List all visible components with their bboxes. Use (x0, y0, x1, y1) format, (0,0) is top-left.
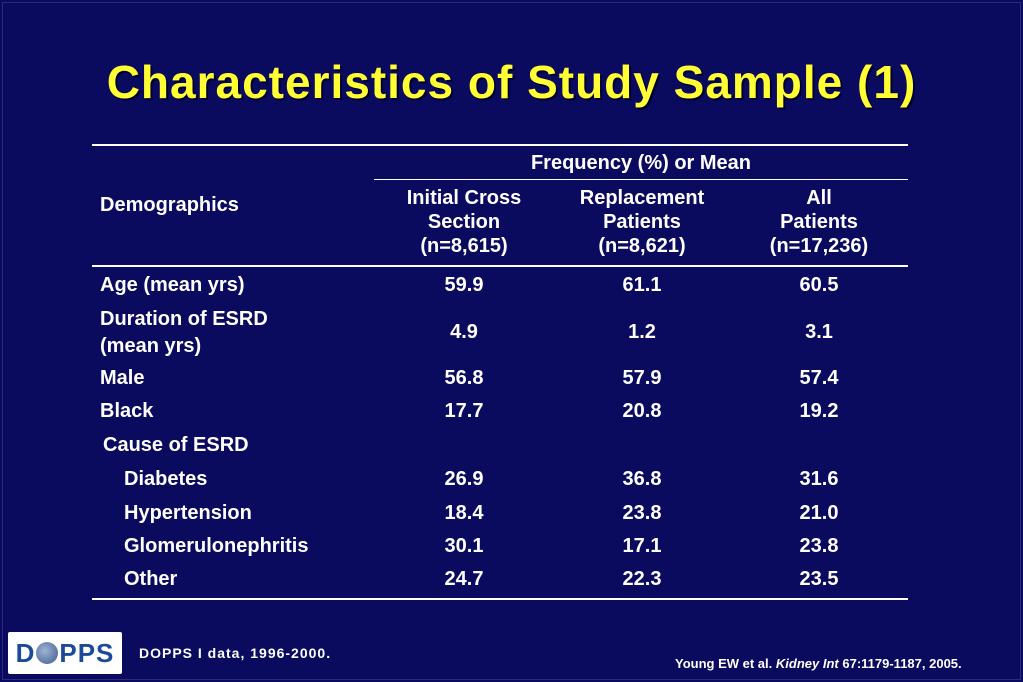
column-header-line: (n=17,236) (769, 235, 869, 257)
data-source-note: DOPPS I data, 1996-2000. (139, 645, 332, 661)
row-label-glomerulonephritis: Glomerulonephritis (124, 535, 309, 557)
row-label-other: Other (124, 568, 178, 590)
table-cell: 18.4 (444, 502, 484, 524)
group-header: Frequency (%) or Mean (530, 152, 752, 174)
row-label-age: Age (mean yrs) (100, 274, 245, 296)
citation-journal: Kidney Int (775, 656, 839, 671)
table-cell: 60.5 (799, 274, 839, 296)
logo-text-left: D (15, 637, 36, 668)
table-cell: 24.7 (444, 568, 484, 590)
column-header-line: Section (427, 211, 501, 233)
table-cell: 23.8 (799, 535, 839, 557)
header-bottom-rule (92, 265, 908, 267)
logo-text-right: PPS (59, 637, 115, 668)
row-label-cause-esrd: Cause of ESRD (103, 434, 249, 456)
table-cell: 36.8 (622, 468, 662, 490)
row-label-male: Male (100, 367, 145, 389)
row-label-duration-esrd-unit: (mean yrs) (100, 335, 202, 357)
row-label-hypertension: Hypertension (124, 502, 252, 524)
row-label-diabetes: Diabetes (124, 468, 208, 490)
table-cell: 30.1 (444, 535, 484, 557)
table-cell: 21.0 (799, 502, 839, 524)
group-header-rule (374, 179, 908, 180)
table-cell: 31.6 (799, 468, 839, 490)
row-label-duration-esrd: Duration of ESRD (100, 308, 268, 330)
table-cell: 17.1 (622, 535, 662, 557)
table-cell: 57.4 (799, 367, 839, 389)
table-cell: 17.7 (444, 400, 484, 422)
table-cell: 19.2 (799, 400, 839, 422)
table-cell: 59.9 (444, 274, 484, 296)
row-label-black: Black (100, 400, 154, 422)
table-top-rule (92, 144, 908, 146)
row-header-demographics: Demographics (100, 194, 239, 216)
column-header-line: Patients (603, 211, 681, 233)
table-cell: 26.9 (444, 468, 484, 490)
table-cell: 22.3 (622, 568, 662, 590)
column-header-all-patients: All Patients (n=17,236) (730, 186, 908, 258)
citation-reference: 67:1179-1187, 2005. (842, 656, 962, 671)
column-header-line: All (806, 187, 832, 209)
column-header-replacement-patients: Replacement Patients (n=8,621) (554, 186, 730, 258)
globe-icon (36, 642, 59, 664)
column-header-initial-cross-section: Initial Cross Section (n=8,615) (374, 186, 554, 258)
column-header-line: Initial Cross (406, 187, 522, 209)
slide-title: Characteristics of Study Sample (1) (106, 56, 917, 108)
column-header-line: (n=8,621) (598, 235, 686, 257)
table-bottom-rule (92, 598, 908, 600)
table-cell: 23.5 (799, 568, 839, 590)
column-header-line: Patients (780, 211, 858, 233)
column-header-line: Replacement (579, 187, 705, 209)
table-cell: 56.8 (444, 367, 484, 389)
citation-authors: Young EW et al. (675, 656, 773, 671)
table-cell: 57.9 (622, 367, 662, 389)
table-cell: 1.2 (628, 321, 656, 343)
dopps-logo: D PPS (8, 632, 122, 674)
table-cell: 61.1 (622, 274, 662, 296)
table-cell: 4.9 (450, 321, 478, 343)
table-cell: 3.1 (805, 321, 833, 343)
table-cell: 23.8 (622, 502, 662, 524)
citation: Young EW et al. Kidney Int 67:1179-1187,… (675, 656, 962, 671)
column-header-line: (n=8,615) (420, 235, 508, 257)
table-cell: 20.8 (622, 400, 662, 422)
